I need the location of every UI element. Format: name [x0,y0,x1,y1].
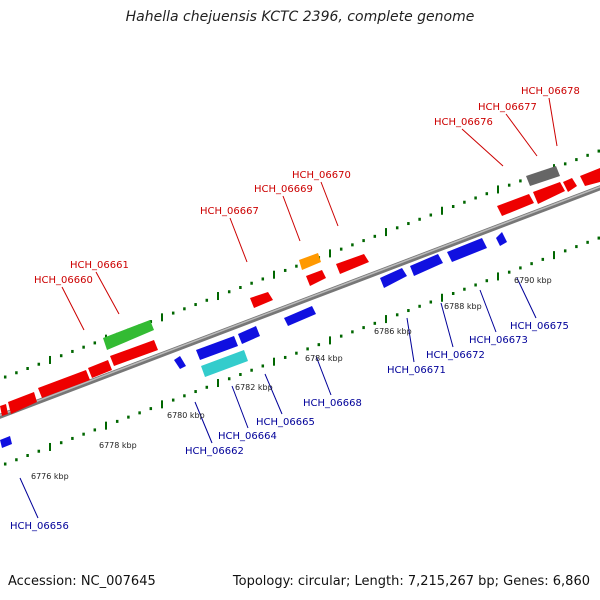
gene-arrow[interactable] [563,178,577,192]
gene-label-reverse[interactable]: HCH_06672 [426,350,485,361]
scale-label: 6786 kbp [374,327,412,336]
gene-label-forward[interactable]: HCH_06669 [254,184,313,195]
reverse-genes [0,232,507,448]
gene-arrow[interactable] [38,370,90,398]
leader-lines-reverse [19,277,537,519]
gene-arrow[interactable] [380,268,407,288]
genome-backbone [0,185,600,419]
gene-arrow-orange[interactable] [299,253,321,270]
gene-label-reverse[interactable]: HCH_06664 [218,431,277,442]
gene-arrow[interactable] [250,292,273,308]
forward-genes [0,168,600,416]
gene-arrow-cyan[interactable] [201,350,248,377]
gene-arrow[interactable] [410,254,443,276]
gene-arrow[interactable] [580,168,600,186]
genome-backbone-highlight [0,186,600,416]
gene-label-forward[interactable]: HCH_06661 [70,260,129,271]
scale-label: 6784 kbp [305,354,343,363]
forward-labels: HCH_06660 HCH_06661 HCH_06667 HCH_06669 … [34,86,580,286]
gene-label-forward[interactable]: HCH_06660 [34,275,93,286]
gene-arrow[interactable] [447,238,487,262]
gene-arrow[interactable] [174,356,186,369]
gene-label-reverse[interactable]: HCH_06665 [256,417,315,428]
gene-arrow[interactable] [88,360,112,378]
gene-label-reverse[interactable]: HCH_06662 [185,446,244,457]
reverse-labels: HCH_06656 HCH_06662 HCH_06664 HCH_06665 … [10,321,569,532]
gene-arrow[interactable] [533,182,565,204]
scale-label: 6776 kbp [31,472,69,481]
gene-label-forward[interactable]: HCH_06676 [434,117,493,128]
gene-arrow[interactable] [0,436,12,448]
gene-arrow[interactable] [196,336,238,360]
gene-label-reverse[interactable]: HCH_06656 [10,521,69,532]
gene-arrow[interactable] [497,194,534,216]
gene-arrow-gray[interactable] [526,166,560,186]
map-title: Hahella chejuensis KCTC 2396, complete g… [125,9,475,25]
leader-lines [61,97,558,331]
gene-arrow[interactable] [0,404,8,416]
scale-label: 6778 kbp [99,441,137,450]
scale-label: 6780 kbp [167,411,205,420]
gene-arrow[interactable] [8,392,37,414]
gene-arrow[interactable] [238,326,260,344]
gene-arrow[interactable] [336,254,369,274]
gene-label-forward[interactable]: HCH_06677 [478,102,537,113]
gene-arrow[interactable] [306,270,326,286]
gene-arrow[interactable] [284,306,316,326]
gene-label-reverse[interactable]: HCH_06671 [387,365,446,376]
gene-arrow[interactable] [496,232,507,246]
gene-label-forward[interactable]: HCH_06670 [292,170,351,181]
genome-summary-text: Topology: circular; Length: 7,215,267 bp… [232,574,590,589]
scale-label: 6788 kbp [444,302,482,311]
scale-label: 6782 kbp [235,383,273,392]
gene-arrow[interactable] [110,340,158,366]
gene-arrow-green[interactable] [103,320,154,350]
gene-label-reverse[interactable]: HCH_06668 [303,398,362,409]
gene-label-reverse[interactable]: HCH_06673 [469,335,528,346]
gene-label-forward[interactable]: HCH_06678 [521,86,580,97]
accession-text: Accession: NC_007645 [8,574,156,589]
scale-labels: 6776 kbp 6778 kbp 6780 kbp 6782 kbp 6784… [31,276,552,481]
gene-label-forward[interactable]: HCH_06667 [200,206,259,217]
gene-label-reverse[interactable]: HCH_06675 [510,321,569,332]
scale-label: 6790 kbp [514,276,552,285]
